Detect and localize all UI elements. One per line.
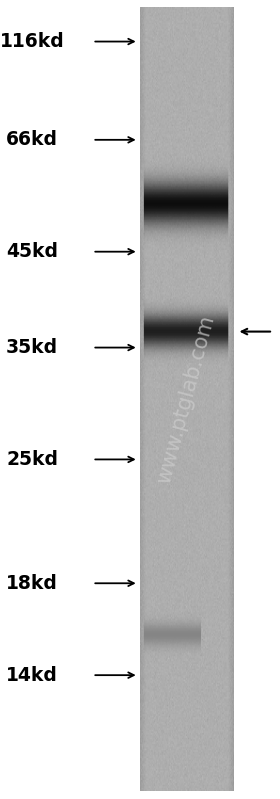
Text: 14kd: 14kd (6, 666, 58, 685)
Text: 45kd: 45kd (6, 242, 58, 261)
Text: 25kd: 25kd (6, 450, 58, 469)
Text: 116kd: 116kd (0, 32, 65, 51)
Text: 35kd: 35kd (6, 338, 58, 357)
Text: www.ptglab.com: www.ptglab.com (154, 313, 218, 486)
Text: 18kd: 18kd (6, 574, 58, 593)
Text: 66kd: 66kd (6, 130, 58, 149)
